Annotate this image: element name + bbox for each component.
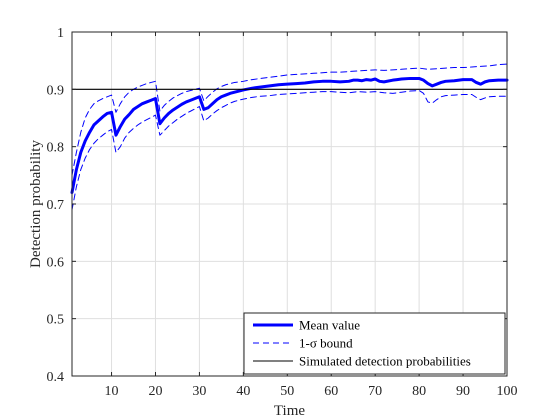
x-tick-label: 70: [368, 384, 382, 399]
x-tick-label: 100: [497, 384, 518, 399]
legend: Mean value 1-σ bound Simulated detection…: [243, 312, 506, 375]
x-tick-label: 50: [280, 384, 294, 399]
series-layer: [70, 63, 509, 211]
series-line-1: [71, 63, 508, 176]
y-tick-label: 0.8: [47, 141, 65, 156]
y-tick-label: 0.5: [47, 313, 65, 328]
y-tick-label: 0.4: [47, 370, 65, 385]
y-tick-label: 1: [57, 26, 64, 41]
y-axis-label: Detection probability: [28, 140, 44, 268]
x-tick-label: 40: [236, 384, 250, 399]
x-tick-label: 30: [192, 384, 206, 399]
x-tick-label: 60: [324, 384, 338, 399]
series-line-2: [71, 89, 508, 211]
x-axis-label: Time: [274, 403, 305, 419]
axes: [71, 31, 508, 377]
y-tick-label: 0.9: [47, 83, 65, 98]
axis-labels: Time Detection probability: [28, 140, 305, 419]
x-tick-label: 20: [148, 384, 162, 399]
legend-mean-label: Mean value: [299, 318, 360, 333]
legend-reference-label: Simulated detection probabilities: [299, 354, 471, 369]
y-tick-label: 0.7: [47, 198, 65, 213]
x-tick-label: 80: [412, 384, 426, 399]
tick-labels: 10 20 30 40 50 60 70 80 90 100 0.4 0.5 0.6 0.7 0.8 0.9 1: [47, 26, 518, 399]
x-tick-label: 90: [456, 384, 470, 399]
legend-bound-label: 1-σ bound: [299, 336, 353, 351]
x-tick-label: 10: [105, 384, 119, 399]
y-tick-label: 0.6: [47, 255, 65, 270]
